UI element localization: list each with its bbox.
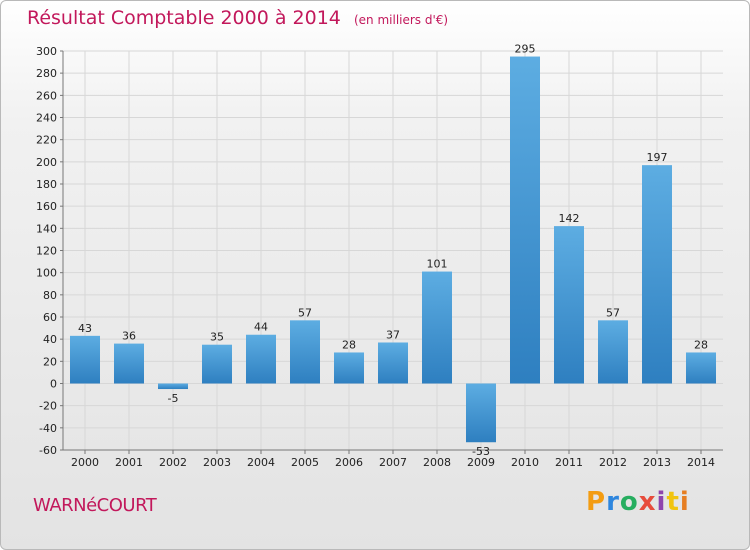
brand-letter: i — [679, 487, 690, 517]
bar — [510, 56, 540, 384]
bar — [422, 271, 452, 384]
value-label: 35 — [210, 331, 224, 344]
value-label: 101 — [427, 258, 448, 271]
y-tick-label: 280 — [36, 67, 57, 80]
value-label: 28 — [694, 338, 708, 351]
y-tick-label: -60 — [39, 444, 57, 457]
x-tick-label: 2004 — [247, 456, 275, 469]
chart-title: Résultat Comptable 2000 à 2014 — [27, 7, 341, 29]
bar — [554, 226, 584, 384]
bar — [466, 383, 496, 443]
brand-letter: r — [606, 487, 620, 517]
commune-name: WARNéCOURT — [33, 495, 157, 516]
y-tick-label: 60 — [43, 311, 57, 324]
value-label: 37 — [386, 328, 400, 341]
brand-letter: t — [666, 487, 680, 517]
bar — [598, 320, 628, 384]
value-label: 295 — [515, 43, 536, 56]
y-tick-label: 0 — [50, 378, 57, 391]
y-tick-label: 180 — [36, 178, 57, 191]
x-tick-label: 2013 — [643, 456, 671, 469]
axes: -60 -40 -20 0 20 40 60 80 100 120 140 160 180 200 220 2… — [36, 45, 723, 469]
x-tick-label: 2012 — [599, 456, 627, 469]
y-tick-label: 160 — [36, 200, 57, 213]
bar — [246, 334, 276, 384]
grid-lines — [63, 50, 723, 451]
value-label: 57 — [298, 306, 312, 319]
value-label: 44 — [254, 321, 268, 334]
x-tick-label: 2000 — [71, 456, 99, 469]
y-tick-label: -40 — [39, 422, 57, 435]
y-tick-label: 120 — [36, 245, 57, 258]
y-tick-label: 100 — [36, 267, 57, 280]
y-tick-label: -20 — [39, 400, 57, 413]
brand-logo: Proxiti — [586, 487, 690, 517]
x-tick-label: 2003 — [203, 456, 231, 469]
y-tick-label: 220 — [36, 134, 57, 147]
y-tick-label: 260 — [36, 89, 57, 102]
y-tick-label: 140 — [36, 222, 57, 235]
chart-subtitle: (en milliers d'€) — [353, 13, 449, 27]
value-label: -5 — [168, 392, 179, 405]
bar — [642, 165, 672, 384]
value-label: 36 — [122, 330, 136, 343]
brand-letter: i — [656, 487, 667, 517]
value-label: 142 — [559, 212, 580, 225]
brand-letter: o — [619, 487, 639, 517]
y-tick-label: 80 — [43, 289, 57, 302]
y-tick-label: 300 — [36, 45, 57, 58]
x-tick-label: 2007 — [379, 456, 407, 469]
x-tick-label: 2002 — [159, 456, 187, 469]
brand-letter: P — [586, 487, 607, 517]
x-tick-label: 2001 — [115, 456, 143, 469]
y-tick-label: 20 — [43, 355, 57, 368]
bars — [70, 56, 716, 443]
x-tick-label: 2010 — [511, 456, 539, 469]
x-tick-label: 2014 — [687, 456, 715, 469]
bar — [378, 342, 408, 384]
bar — [70, 335, 100, 384]
value-label: 28 — [342, 338, 356, 351]
bar — [114, 343, 144, 384]
y-tick-label: 240 — [36, 112, 57, 125]
x-tick-label: 2008 — [423, 456, 451, 469]
y-tick-label: 200 — [36, 156, 57, 169]
bar — [202, 344, 232, 384]
bar — [334, 352, 364, 384]
labels: 43 36 -5 35 44 57 28 37 101 -53 295 142 57 197 28 — [78, 43, 708, 459]
x-tick-label: 2006 — [335, 456, 363, 469]
brand-letter: x — [638, 487, 657, 517]
x-tick-label: 2011 — [555, 456, 583, 469]
y-tick-label: 40 — [43, 333, 57, 346]
value-label: 43 — [78, 322, 92, 335]
value-label: -53 — [472, 445, 490, 458]
bar — [686, 352, 716, 384]
title-row: Résultat Comptable 2000 à 2014 (en milli… — [27, 7, 448, 29]
bar — [158, 383, 188, 390]
value-label: 197 — [647, 151, 668, 164]
value-label: 57 — [606, 306, 620, 319]
x-tick-label: 2005 — [291, 456, 319, 469]
bar — [290, 320, 320, 384]
x-tick-label: 2009 — [467, 456, 495, 469]
